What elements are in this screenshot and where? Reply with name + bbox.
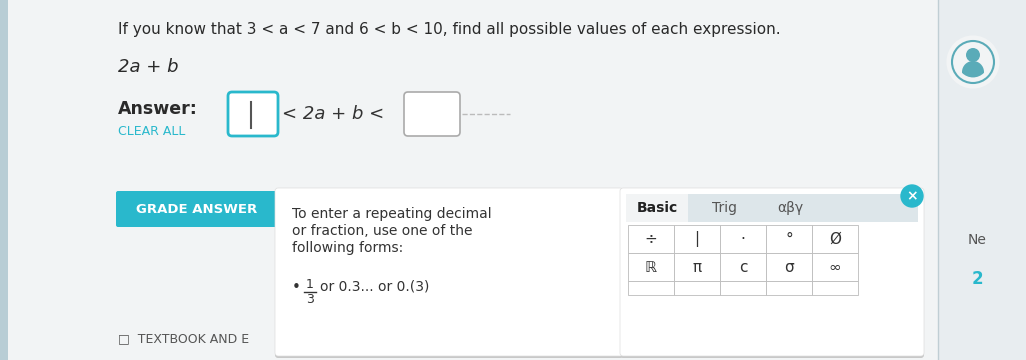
Text: Ø: Ø [829, 231, 841, 247]
Bar [674, 281, 720, 295]
Text: Answer:: Answer: [118, 100, 198, 118]
FancyBboxPatch shape [620, 188, 924, 356]
Text: ·: · [741, 231, 746, 247]
Bar [720, 225, 766, 253]
Text: ÷: ÷ [644, 231, 658, 247]
Circle shape [901, 185, 923, 207]
Bar [674, 225, 720, 253]
Bar [812, 225, 858, 253]
Bar [626, 194, 688, 222]
Bar [628, 281, 674, 295]
Bar [766, 225, 812, 253]
Text: following forms:: following forms: [292, 241, 403, 255]
Text: GRADE ANSWER: GRADE ANSWER [136, 202, 258, 216]
Text: To enter a repeating decimal: To enter a repeating decimal [292, 207, 491, 221]
Text: ×: × [906, 189, 918, 203]
Text: Ne: Ne [968, 233, 987, 247]
Bar [812, 281, 858, 295]
FancyBboxPatch shape [404, 92, 460, 136]
FancyBboxPatch shape [228, 92, 278, 136]
Text: c: c [739, 260, 747, 274]
Text: 1: 1 [306, 278, 314, 291]
Text: Trig: Trig [712, 201, 738, 215]
Text: ∞: ∞ [829, 260, 841, 274]
Text: or 0.3... or 0.(3): or 0.3... or 0.(3) [320, 280, 429, 294]
Circle shape [952, 41, 994, 83]
Text: 2: 2 [972, 270, 984, 288]
Bar [674, 253, 720, 281]
Text: □  TEXTBOOK AND E: □ TEXTBOOK AND E [118, 332, 249, 345]
Text: •: • [292, 280, 301, 295]
Text: αβγ: αβγ [777, 201, 803, 215]
Text: °: ° [785, 231, 793, 247]
Bar [628, 253, 674, 281]
Text: < 2a + b <: < 2a + b < [282, 105, 385, 123]
Bar [766, 253, 812, 281]
Text: 3: 3 [306, 293, 314, 306]
FancyBboxPatch shape [116, 191, 278, 227]
Text: ℝ: ℝ [645, 260, 657, 274]
Bar [812, 253, 858, 281]
Bar [720, 253, 766, 281]
Bar [0, 0, 8, 360]
Text: Basic: Basic [636, 201, 677, 215]
Circle shape [966, 48, 980, 62]
Text: |: | [695, 231, 700, 247]
FancyBboxPatch shape [275, 188, 623, 356]
Bar [766, 281, 812, 295]
Text: CLEAR ALL: CLEAR ALL [118, 125, 186, 138]
Bar [628, 225, 674, 253]
Text: π: π [693, 260, 702, 274]
FancyBboxPatch shape [620, 190, 924, 358]
Bar [938, 0, 1026, 360]
Text: σ: σ [784, 260, 794, 274]
Text: 2a + b: 2a + b [118, 58, 179, 76]
Bar [720, 281, 766, 295]
Circle shape [962, 61, 984, 83]
FancyBboxPatch shape [275, 190, 623, 358]
Text: or fraction, use one of the: or fraction, use one of the [292, 224, 473, 238]
Bar [626, 194, 918, 222]
Text: If you know that 3 < a < 7 and 6 < b < 10, find all possible values of each expr: If you know that 3 < a < 7 and 6 < b < 1… [118, 22, 781, 37]
